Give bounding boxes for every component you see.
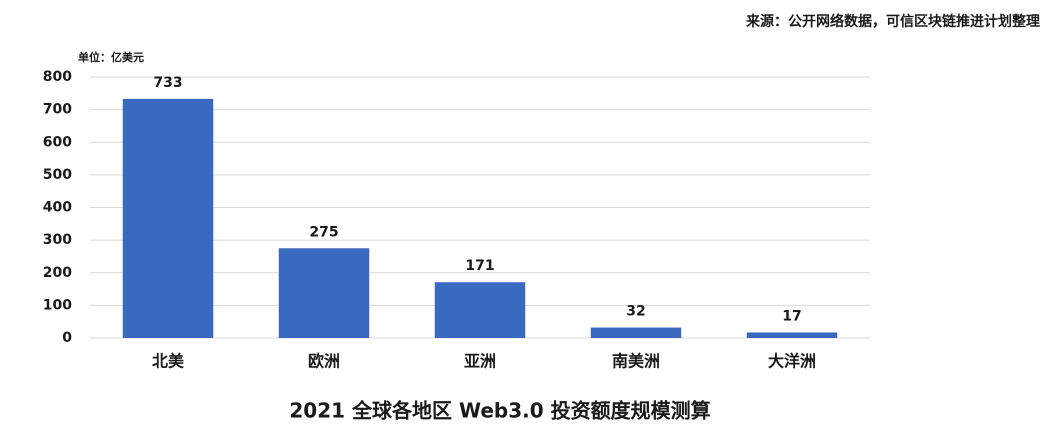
source-note: 来源：公开网络数据，可信区块链推进计划整理 [745, 13, 1040, 30]
y-tick-label: 400 [43, 200, 72, 216]
x-tick-label: 欧洲 [308, 352, 340, 371]
value-label: 275 [309, 224, 338, 240]
y-tick-label: 100 [43, 297, 72, 313]
x-tick-label: 亚洲 [464, 352, 496, 371]
chart-title: 2021 全球各地区 Web3.0 投资额度规模测算 [289, 399, 710, 423]
bar [746, 332, 838, 338]
x-tick-label: 大洋洲 [768, 352, 816, 371]
y-tick-label: 600 [43, 134, 72, 150]
value-label: 17 [782, 308, 801, 324]
bar [122, 98, 214, 338]
bar [590, 327, 682, 338]
value-label: 171 [465, 258, 494, 274]
y-tick-label: 0 [62, 330, 72, 346]
bar [278, 248, 370, 338]
y-tick-label: 300 [43, 232, 72, 248]
unit-label: 单位：亿美元 [78, 50, 144, 64]
y-tick-label: 500 [43, 167, 72, 183]
x-tick-label: 南美洲 [612, 352, 660, 371]
y-tick-label: 700 [43, 102, 72, 118]
y-tick-label: 200 [43, 265, 72, 281]
x-tick-label: 北美 [152, 352, 185, 371]
value-label: 32 [626, 304, 645, 320]
y-tick-label: 800 [43, 69, 72, 85]
value-label: 733 [153, 75, 182, 91]
bar [434, 282, 526, 338]
